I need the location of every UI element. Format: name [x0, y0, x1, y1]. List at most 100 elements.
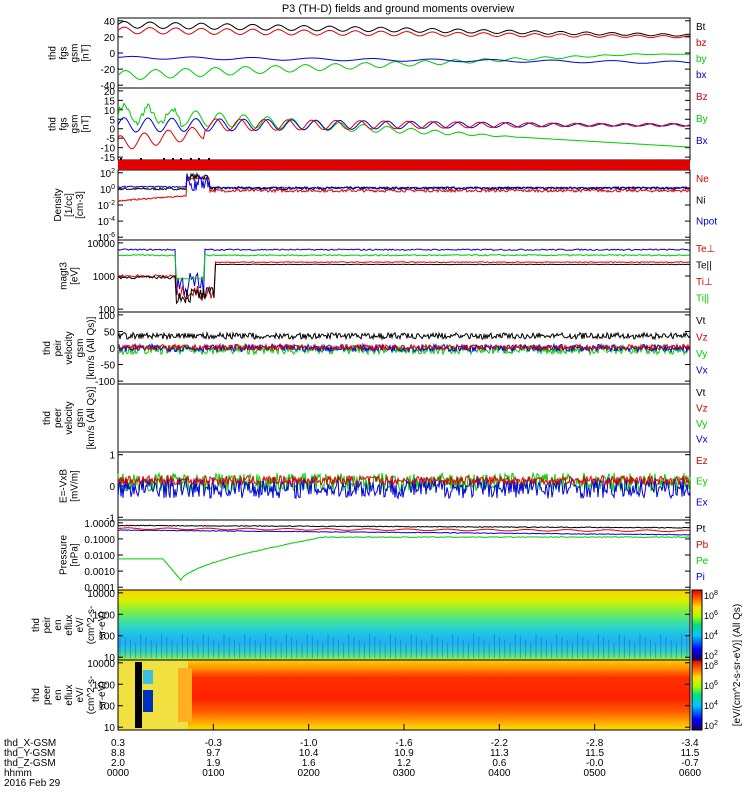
- spectrogram-patch: [178, 668, 192, 722]
- x-tick-label: 0400: [488, 768, 511, 779]
- legend-Vz: Vz: [696, 404, 708, 415]
- x-tick-label: 0000: [107, 768, 130, 779]
- legend-Te⊥: Te⊥: [696, 244, 715, 255]
- y-axis-label: thdpeirenefluxeV/(cm^2-s-sr-eV): [31, 606, 108, 645]
- series-line: [118, 56, 690, 63]
- legend-Ne: Ne: [696, 174, 709, 185]
- colorbar-tick-label: 106: [704, 680, 718, 691]
- y-tick-label: 10: [104, 723, 116, 734]
- panel-density: 10210010-210-410-6Density[1/cc][cm-3]NeN…: [53, 168, 717, 244]
- y-axis-label-line: [km/s (All Qs)]: [86, 386, 97, 449]
- y-tick-label: 10000: [87, 589, 115, 600]
- y-axis-label-line: E=-VxB: [59, 469, 70, 504]
- legend-bx: bx: [696, 70, 707, 81]
- legend-Bz: Bz: [696, 92, 708, 103]
- legend-Npot: Npot: [696, 217, 717, 228]
- panel-pressure: 1.00000.10000.01000.00100.0001Pressure[n…: [59, 519, 709, 594]
- y-tick-label: 0: [109, 482, 115, 493]
- y-axis-label-line: thd: [31, 688, 42, 702]
- y-axis-label: E=-VxB[mV/m]: [59, 469, 81, 504]
- spectrogram-gap: [135, 662, 142, 728]
- y-axis-label-line: [eV]: [70, 267, 81, 285]
- y-axis-label-line: [nT]: [81, 115, 92, 132]
- colorbars: 108106104102108106104102 [eV/(cm^2-s-sr-e…: [692, 590, 743, 731]
- legend-Vt: Vt: [696, 388, 706, 399]
- legend-Bx: Bx: [696, 136, 708, 147]
- flag-tick: [198, 158, 200, 160]
- series-line: [118, 525, 690, 528]
- flag-tick: [190, 158, 192, 160]
- y-tick-label: 40: [104, 17, 116, 28]
- flag-tick: [172, 158, 174, 160]
- y-axis-label-line: gsm: [75, 409, 86, 428]
- y-axis-label: thdpeirvelocitygsm[km/s (All Qs)]: [42, 316, 97, 379]
- legend-Pe: Pe: [696, 556, 709, 567]
- y-axis-label-line: [cm-3]: [75, 191, 86, 219]
- colorbar-tick-label: 104: [704, 700, 718, 711]
- y-tick-label: 0: [109, 344, 115, 355]
- y-axis-label-line: [1/cc]: [64, 193, 75, 217]
- spectrogram-patch: [143, 690, 153, 712]
- y-axis-label-line: thd: [42, 411, 53, 425]
- legend-Vz: Vz: [696, 333, 708, 344]
- y-axis-label-line: peir: [53, 339, 64, 356]
- legend-Pb: Pb: [696, 540, 709, 551]
- x-tick-label: 0200: [298, 768, 321, 779]
- panel-fgs-gsm: 40200-20-40thdfgsgsm[nT]Btbzbybx: [48, 17, 707, 92]
- y-axis-label-line: (cm^2-s-: [86, 676, 97, 715]
- x-axis-date: 2016 Feb 29: [4, 778, 61, 789]
- y-axis-label-line: eV/: [75, 687, 86, 702]
- colorbar-tick-label: 108: [704, 590, 718, 601]
- colorbar-tick-label: 108: [704, 660, 718, 671]
- series-line: [118, 103, 690, 147]
- legend-Vt: Vt: [696, 316, 706, 327]
- density-flag-bar: [118, 160, 690, 170]
- y-axis-label-line: eV/: [75, 617, 86, 632]
- y-tick-label: 100: [100, 184, 115, 196]
- y-tick-label: 10-2: [98, 200, 115, 212]
- plot-title: P3 (TH-D) fields and ground moments over…: [282, 3, 514, 15]
- panel-peir-spectrogram: 10000 1000 100 10 thdpeirenefluxeV/(cm^2-s-s…: [31, 589, 690, 664]
- legend-Ti||: Ti||: [696, 294, 709, 305]
- y-axis-label-line: fgs: [59, 117, 70, 130]
- panel-peer-spectrogram: 10000 1000 100 10 thdpeerenefluxeV/(cm^2-s-s…: [31, 659, 690, 734]
- legend-Bt: Bt: [696, 22, 706, 33]
- panel-frame: [118, 384, 690, 452]
- flag-tick: [163, 158, 165, 160]
- y-tick-label: 10000: [87, 659, 115, 670]
- y-tick-label: 50: [104, 327, 116, 338]
- panel-temperature: 10000 1000 100 magt3[eV] Te⊥ Te|| Ti⊥ Ti||: [59, 239, 716, 316]
- series-line: [118, 333, 690, 339]
- y-axis-label-line: thd: [48, 117, 59, 131]
- y-axis-label: magt3[eV]: [59, 262, 81, 290]
- y-axis-label-line: gsm: [70, 44, 81, 63]
- panel-frame: [118, 170, 690, 240]
- y-axis-label-line: peir: [42, 616, 53, 633]
- y-axis-label-line: sr-eV): [97, 681, 108, 708]
- y-axis-label-line: Density: [53, 188, 64, 221]
- series-line: [118, 537, 690, 581]
- colorbar-tick-label: 104: [704, 630, 718, 641]
- panel-peer-velocity: thdpeervelocitygsm[km/s (All Qs)] Vt Vz Vy V…: [42, 384, 708, 452]
- y-axis-label-line: gsm: [75, 339, 86, 358]
- y-axis-label-line: en: [53, 689, 64, 700]
- flag-tick: [120, 158, 122, 160]
- panel-efield: 1 0 -1 E=-VxB[mV/m] Ez Ey Ex: [59, 451, 708, 525]
- y-axis-label-line: [nPa]: [70, 543, 81, 567]
- y-axis-label-line: (cm^2-s-: [86, 606, 97, 645]
- x-tick-label: 0600: [679, 768, 702, 779]
- legend-Pi: Pi: [696, 572, 705, 583]
- legend-Vx: Vx: [696, 435, 708, 446]
- y-axis-label: thdpeervelocitygsm[km/s (All Qs)]: [42, 386, 97, 449]
- y-tick-label: -20: [101, 65, 116, 76]
- legend-Ey: Ey: [696, 477, 708, 488]
- y-axis-label-line: [mV/m]: [70, 470, 81, 502]
- x-tick-label: 0500: [584, 768, 607, 779]
- colorbar-tick-label: 102: [704, 720, 718, 731]
- legend-Ex: Ex: [696, 497, 708, 508]
- legend-Pt: Pt: [696, 524, 706, 535]
- y-tick-label: -100: [95, 377, 115, 388]
- y-axis-label-line: [nT]: [81, 44, 92, 61]
- y-axis-label-line: sr-eV): [97, 611, 108, 638]
- y-axis-label: thdpeerenefluxeV/(cm^2-s-sr-eV): [31, 676, 108, 715]
